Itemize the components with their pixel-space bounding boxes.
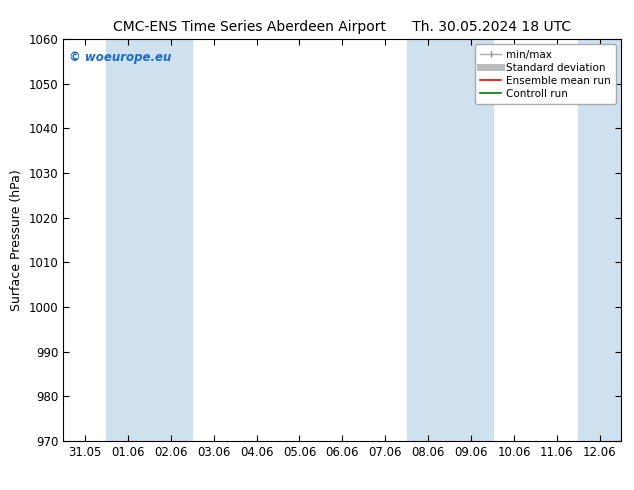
Y-axis label: Surface Pressure (hPa): Surface Pressure (hPa) [10, 169, 23, 311]
Bar [407, 39, 493, 441]
Legend: min/max, Standard deviation, Ensemble mean run, Controll run: min/max, Standard deviation, Ensemble me… [475, 45, 616, 104]
Bar [107, 39, 192, 441]
Text: © woeurope.eu: © woeurope.eu [69, 51, 171, 64]
Title: CMC-ENS Time Series Aberdeen Airport      Th. 30.05.2024 18 UTC: CMC-ENS Time Series Aberdeen Airport Th.… [113, 20, 571, 34]
Bar [578, 39, 634, 441]
